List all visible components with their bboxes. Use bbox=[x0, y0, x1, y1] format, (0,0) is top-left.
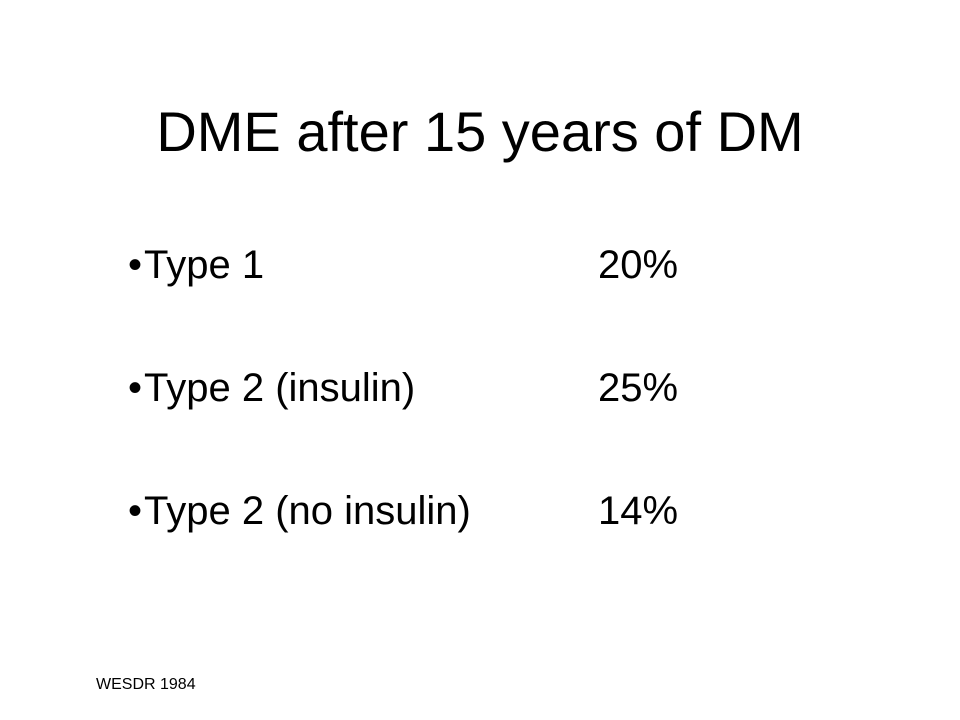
bullet-icon: • bbox=[128, 243, 143, 287]
bullet-icon: • bbox=[128, 489, 143, 533]
item-value-type-2-insulin: 25% bbox=[598, 366, 679, 410]
slide-title: DME after 15 years of DM bbox=[156, 100, 804, 163]
source-citation: WESDR 1984 bbox=[96, 676, 196, 693]
item-label-type-2-no-insulin: Type 2 (no insulin) bbox=[144, 489, 471, 533]
bullet-icon: • bbox=[128, 366, 143, 410]
item-label-type-1: Type 1 bbox=[144, 243, 265, 287]
item-value-type-1: 20% bbox=[598, 243, 679, 287]
item-value-type-2-no-insulin: 14% bbox=[598, 489, 679, 533]
item-label-type-2-insulin: Type 2 (insulin) bbox=[144, 366, 416, 410]
